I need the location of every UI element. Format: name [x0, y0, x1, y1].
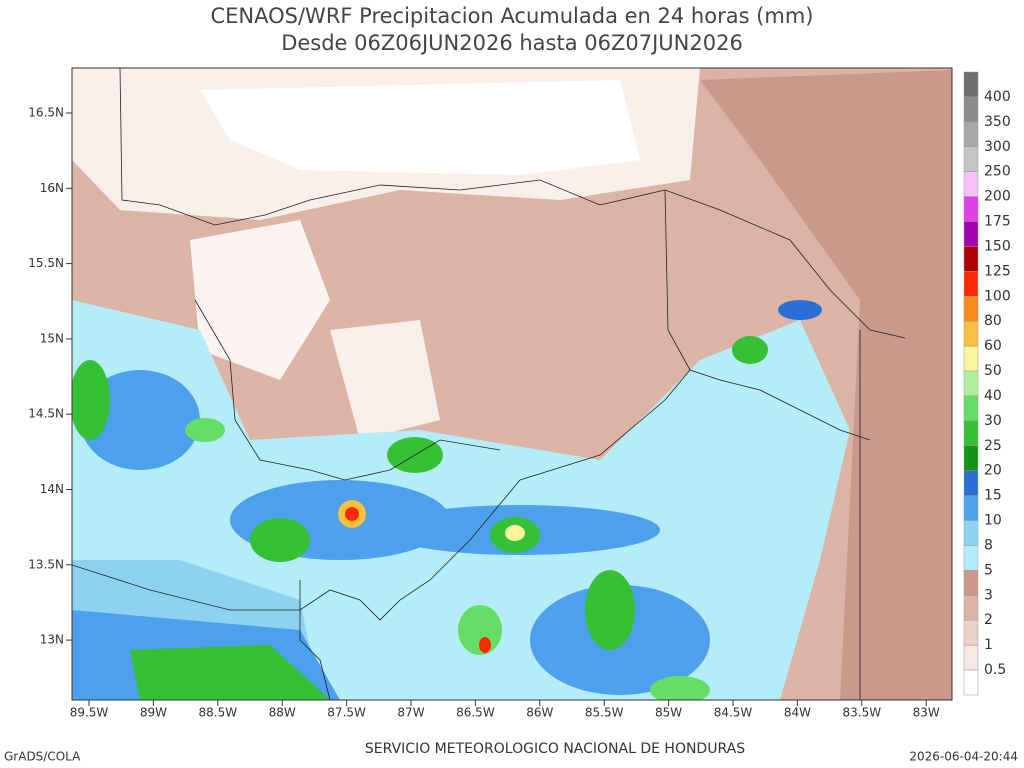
colorbar-label: 2 — [984, 612, 993, 628]
colorbar-label: 125 — [984, 263, 1011, 279]
lon-label: 83W — [913, 706, 940, 720]
colorbar-swatch — [963, 320, 979, 347]
lon-label: 85W — [655, 706, 682, 720]
colorbar-label: 400 — [984, 89, 1011, 105]
colorbar-label: 25 — [984, 438, 1002, 454]
colorbar-label: 8 — [984, 537, 993, 553]
colorbar-label: 250 — [984, 164, 1011, 180]
colorbar-swatch — [963, 296, 979, 322]
colorbar-swatch — [963, 271, 979, 297]
title-line-2: Desde 06Z06JUN2026 hasta 06Z07JUN2026 — [281, 31, 743, 55]
colorbar-swatch — [963, 545, 979, 571]
colorbar-swatch — [963, 246, 979, 272]
colorbar-label: 350 — [984, 114, 1011, 130]
lon-label: 88W — [269, 706, 296, 720]
colorbar-label: 200 — [984, 189, 1011, 205]
lon-label: 83.5W — [843, 706, 882, 720]
colorbar-swatch — [963, 71, 979, 98]
map-frame — [71, 67, 953, 701]
colorbar-swatch — [963, 121, 979, 148]
footer-center: SERVICIO METEOROLOGICO NACIONAL DE HONDU… — [365, 741, 745, 757]
precip-field — [72, 68, 952, 700]
colorbar-swatch — [963, 520, 979, 546]
lon-label: 84.5W — [714, 706, 753, 720]
lat-label: 16N — [40, 181, 64, 195]
colorbar-label: 30 — [984, 413, 1002, 429]
colorbar-label: 15 — [984, 488, 1002, 504]
lat-label: 14.5N — [28, 407, 64, 421]
lon-label: 86.5W — [456, 706, 495, 720]
lon-label: 89W — [140, 706, 167, 720]
colorbar-label: 100 — [984, 288, 1011, 304]
colorbar-swatch — [963, 96, 979, 123]
colorbar-label: 150 — [984, 238, 1011, 254]
colorbar-label: 10 — [984, 513, 1002, 529]
colorbar-swatch — [963, 395, 979, 422]
lon-label: 89.5W — [70, 706, 109, 720]
lat-label: 15N — [40, 331, 64, 345]
colorbar-swatch — [963, 221, 979, 247]
colorbar-swatch — [963, 196, 979, 222]
lon-label: 86W — [526, 706, 553, 720]
colorbar-swatch — [963, 595, 979, 621]
footer-right: 2026-06-04-20:44 — [909, 750, 1018, 764]
lat-label: 13.5N — [28, 557, 64, 571]
colorbar-swatch — [963, 146, 979, 172]
lat-label: 13N — [40, 633, 64, 647]
colorbar-swatch — [963, 345, 979, 372]
colorbar-label: 20 — [984, 463, 1002, 479]
lon-label: 84W — [784, 706, 811, 720]
lat-label: 15.5N — [28, 256, 64, 270]
colorbar-label: 5 — [984, 562, 993, 578]
colorbar: 4003503002502001751501251008060504030252… — [963, 71, 1011, 696]
colorbar-swatch — [963, 669, 979, 696]
colorbar-swatch — [963, 570, 979, 596]
lon-label: 88.5W — [199, 706, 238, 720]
colorbar-label: 300 — [984, 139, 1011, 155]
colorbar-label: 1 — [984, 637, 993, 653]
lon-label: 85.5W — [585, 706, 624, 720]
colorbar-label: 80 — [984, 313, 1002, 329]
colorbar-label: 175 — [984, 214, 1011, 230]
colorbar-label: 3 — [984, 587, 993, 603]
colorbar-label: 40 — [984, 388, 1002, 404]
colorbar-swatch — [963, 171, 979, 197]
colorbar-swatch — [963, 445, 979, 471]
footer-left: GrADS/COLA — [4, 750, 81, 764]
title-line-1: CENAOS/WRF Precipitacion Acumulada en 24… — [210, 4, 813, 28]
colorbar-swatch — [963, 644, 979, 671]
colorbar-label: 50 — [984, 363, 1002, 379]
lat-label: 14N — [40, 482, 64, 496]
colorbar-label: 0.5 — [984, 662, 1006, 678]
colorbar-label: 60 — [984, 338, 1002, 354]
colorbar-swatch — [963, 495, 979, 521]
lon-label: 87.5W — [327, 706, 366, 720]
lat-label: 16.5N — [28, 106, 64, 120]
colorbar-swatch — [963, 370, 979, 397]
colorbar-swatch — [963, 470, 979, 496]
lon-label: 87W — [397, 706, 424, 720]
colorbar-swatch — [963, 619, 979, 646]
colorbar-swatch — [963, 420, 979, 447]
